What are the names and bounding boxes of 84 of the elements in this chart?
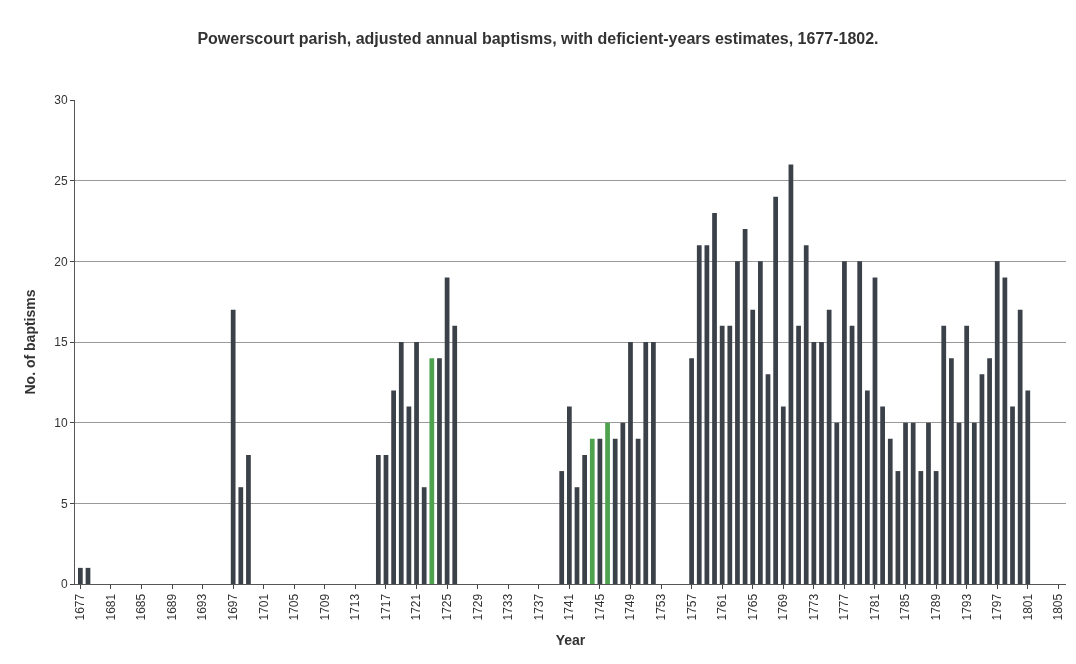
bar — [803, 245, 809, 584]
x-tick-label: 1713 — [348, 593, 363, 621]
bar — [758, 261, 763, 584]
x-tick-label: 1797 — [990, 593, 1005, 621]
bar — [819, 342, 824, 584]
x-axis-title: Year — [555, 631, 586, 648]
x-tick-label: 1757 — [684, 593, 699, 621]
bar — [926, 422, 931, 584]
bar — [696, 245, 702, 584]
bar — [238, 487, 244, 584]
bar — [918, 471, 924, 584]
bar — [437, 358, 442, 584]
bar — [712, 212, 717, 584]
x-tick-label: 1761 — [715, 593, 730, 621]
x-tick-label: 1769 — [776, 593, 791, 621]
y-tick-label: 0 — [60, 577, 68, 592]
bar — [582, 454, 587, 584]
bar — [559, 471, 565, 584]
y-tick-label: 25 — [54, 173, 68, 188]
y-tick-label: 10 — [54, 415, 68, 430]
y-tick-label: 5 — [60, 496, 68, 511]
bar — [971, 422, 977, 584]
bar — [1017, 309, 1023, 584]
x-tick-label: 1789 — [929, 593, 944, 621]
x-tick-label: 1793 — [959, 593, 974, 621]
bar — [727, 325, 733, 584]
chart-title: Powerscourt parish, adjusted annual baptisms, with deficient-years estimates, 1677-1802. — [197, 30, 879, 48]
bar — [651, 342, 656, 584]
bar — [910, 422, 916, 584]
x-tick-label: 1725 — [440, 593, 454, 621]
y-axis-title: No. of baptisms — [21, 289, 38, 395]
x-tick-label: 1709 — [317, 593, 332, 621]
x-tick-label: 1721 — [409, 593, 424, 621]
x-tick-label: 1741 — [562, 593, 577, 621]
bar — [834, 422, 840, 584]
x-tick-label: 1677 — [73, 593, 88, 621]
x-tick-label: 1685 — [134, 593, 149, 621]
bar — [429, 358, 435, 584]
x-tick-label: 1681 — [103, 593, 118, 621]
y-tick-label: 30 — [54, 93, 68, 108]
bar — [452, 325, 458, 584]
bar — [398, 342, 404, 584]
bar — [246, 454, 251, 584]
x-tick-label: 1749 — [623, 593, 638, 621]
x-tick-label: 1753 — [653, 593, 668, 621]
x-tick-label: 1785 — [898, 593, 913, 621]
bar — [1010, 406, 1015, 584]
bar — [857, 261, 863, 584]
x-tick-label: 1745 — [592, 593, 607, 621]
bar — [612, 438, 618, 584]
x-tick-label: 1733 — [501, 593, 516, 621]
bar — [375, 454, 381, 584]
bar — [620, 422, 626, 584]
bar — [643, 342, 649, 584]
x-tick-label: 1705 — [287, 593, 302, 621]
x-tick-label: 1737 — [531, 593, 546, 621]
x-tick-label: 1701 — [256, 593, 271, 621]
x-tick-label: 1777 — [837, 593, 852, 621]
bar — [864, 390, 870, 584]
bar — [987, 358, 992, 584]
x-tick-label: 1697 — [226, 593, 241, 621]
y-tick-label: 20 — [54, 254, 68, 269]
x-tick-label: 1781 — [867, 593, 882, 621]
bar — [887, 438, 893, 584]
bar — [421, 487, 427, 584]
bar — [735, 261, 740, 584]
bar — [605, 422, 610, 584]
x-tick-label: 1805 — [1051, 593, 1066, 621]
x-tick-label: 1689 — [164, 593, 179, 621]
bar — [589, 438, 595, 584]
x-tick-label: 1765 — [745, 593, 760, 621]
bar — [391, 390, 396, 584]
bar — [773, 196, 779, 584]
x-tick-label: 1773 — [806, 593, 821, 621]
bar — [880, 406, 885, 584]
bar — [949, 358, 954, 584]
x-tick-label: 1693 — [195, 593, 210, 621]
x-tick-label: 1729 — [470, 593, 485, 621]
x-tick-label: 1801 — [1020, 593, 1035, 621]
x-tick-label: 1717 — [378, 593, 393, 621]
bar — [826, 309, 832, 584]
bar — [941, 325, 947, 584]
bar — [796, 325, 801, 584]
y-tick-label: 15 — [54, 335, 68, 350]
